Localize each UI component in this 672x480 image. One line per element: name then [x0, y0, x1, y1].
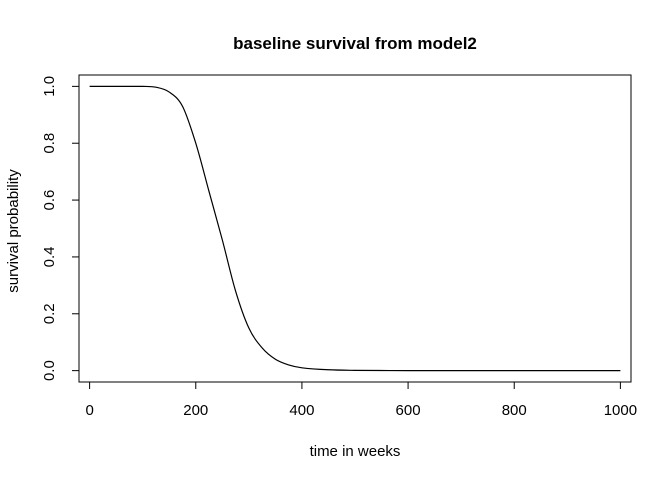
y-tick-label: 0.4: [41, 246, 58, 267]
x-tick-label: 0: [85, 402, 93, 419]
y-axis-label: survival probability: [5, 169, 22, 293]
y-tick-label: 0.0: [41, 360, 58, 381]
x-tick-label: 400: [289, 402, 314, 419]
y-tick-label: 0.6: [41, 190, 58, 211]
y-tick-label: 0.8: [41, 133, 58, 154]
y-tick-label: 1.0: [41, 76, 58, 97]
x-tick-label: 800: [502, 402, 527, 419]
x-axis: 0 200 400 600 800 1000: [85, 381, 637, 419]
y-tick-label: 0.2: [41, 303, 58, 324]
x-tick-label: 1000: [604, 402, 637, 419]
survival-curve: [89, 85, 621, 372]
x-tick-label: 200: [183, 402, 208, 419]
chart-title: baseline survival from model2: [233, 34, 477, 53]
x-tick-label: 600: [396, 402, 421, 419]
y-axis: 0.0 0.2 0.4 0.6 0.8 1.0: [41, 76, 80, 381]
x-axis-label: time in weeks: [310, 443, 401, 460]
